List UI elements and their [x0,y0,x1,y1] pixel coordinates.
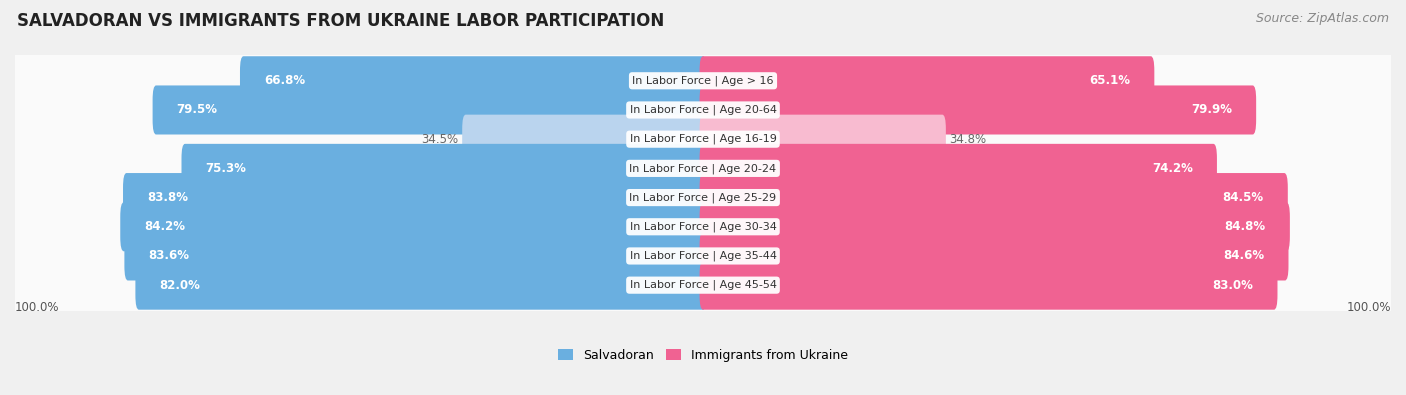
FancyBboxPatch shape [700,202,1289,251]
Text: In Labor Force | Age 25-29: In Labor Force | Age 25-29 [630,192,776,203]
FancyBboxPatch shape [181,144,706,193]
Text: 83.6%: 83.6% [149,250,190,262]
FancyBboxPatch shape [13,103,1393,175]
FancyBboxPatch shape [700,56,1154,105]
Text: 100.0%: 100.0% [15,301,59,314]
FancyBboxPatch shape [700,144,1218,193]
Text: 84.6%: 84.6% [1223,250,1264,262]
Legend: Salvadoran, Immigrants from Ukraine: Salvadoran, Immigrants from Ukraine [558,349,848,362]
FancyBboxPatch shape [700,85,1256,135]
Text: In Labor Force | Age 20-24: In Labor Force | Age 20-24 [630,163,776,174]
FancyBboxPatch shape [153,85,706,135]
Text: In Labor Force | Age 16-19: In Labor Force | Age 16-19 [630,134,776,145]
FancyBboxPatch shape [122,173,706,222]
FancyBboxPatch shape [13,190,1393,263]
Text: 34.8%: 34.8% [949,133,987,146]
Text: In Labor Force | Age 30-34: In Labor Force | Age 30-34 [630,222,776,232]
Text: 74.2%: 74.2% [1152,162,1192,175]
Text: 100.0%: 100.0% [1347,301,1391,314]
Text: 83.8%: 83.8% [148,191,188,204]
Text: 66.8%: 66.8% [264,74,305,87]
FancyBboxPatch shape [700,115,946,164]
FancyBboxPatch shape [124,231,706,280]
FancyBboxPatch shape [13,74,1393,146]
Text: In Labor Force | Age 35-44: In Labor Force | Age 35-44 [630,251,776,261]
Text: 84.5%: 84.5% [1223,191,1264,204]
FancyBboxPatch shape [13,162,1393,234]
FancyBboxPatch shape [13,220,1393,292]
FancyBboxPatch shape [135,261,706,310]
Text: 79.5%: 79.5% [177,103,218,117]
Text: 75.3%: 75.3% [205,162,246,175]
FancyBboxPatch shape [13,249,1393,322]
FancyBboxPatch shape [13,132,1393,205]
Text: 83.0%: 83.0% [1212,278,1253,292]
Text: In Labor Force | Age > 16: In Labor Force | Age > 16 [633,75,773,86]
Text: Source: ZipAtlas.com: Source: ZipAtlas.com [1256,12,1389,25]
Text: SALVADORAN VS IMMIGRANTS FROM UKRAINE LABOR PARTICIPATION: SALVADORAN VS IMMIGRANTS FROM UKRAINE LA… [17,12,664,30]
FancyBboxPatch shape [13,45,1393,117]
Text: 79.9%: 79.9% [1191,103,1232,117]
Text: In Labor Force | Age 45-54: In Labor Force | Age 45-54 [630,280,776,290]
Text: 84.8%: 84.8% [1225,220,1265,233]
FancyBboxPatch shape [463,115,706,164]
FancyBboxPatch shape [700,261,1278,310]
Text: 34.5%: 34.5% [422,133,458,146]
FancyBboxPatch shape [700,173,1288,222]
Text: 82.0%: 82.0% [159,278,201,292]
FancyBboxPatch shape [700,231,1288,280]
FancyBboxPatch shape [240,56,706,105]
FancyBboxPatch shape [121,202,706,251]
Text: 65.1%: 65.1% [1090,74,1130,87]
Text: 84.2%: 84.2% [145,220,186,233]
Text: In Labor Force | Age 20-64: In Labor Force | Age 20-64 [630,105,776,115]
